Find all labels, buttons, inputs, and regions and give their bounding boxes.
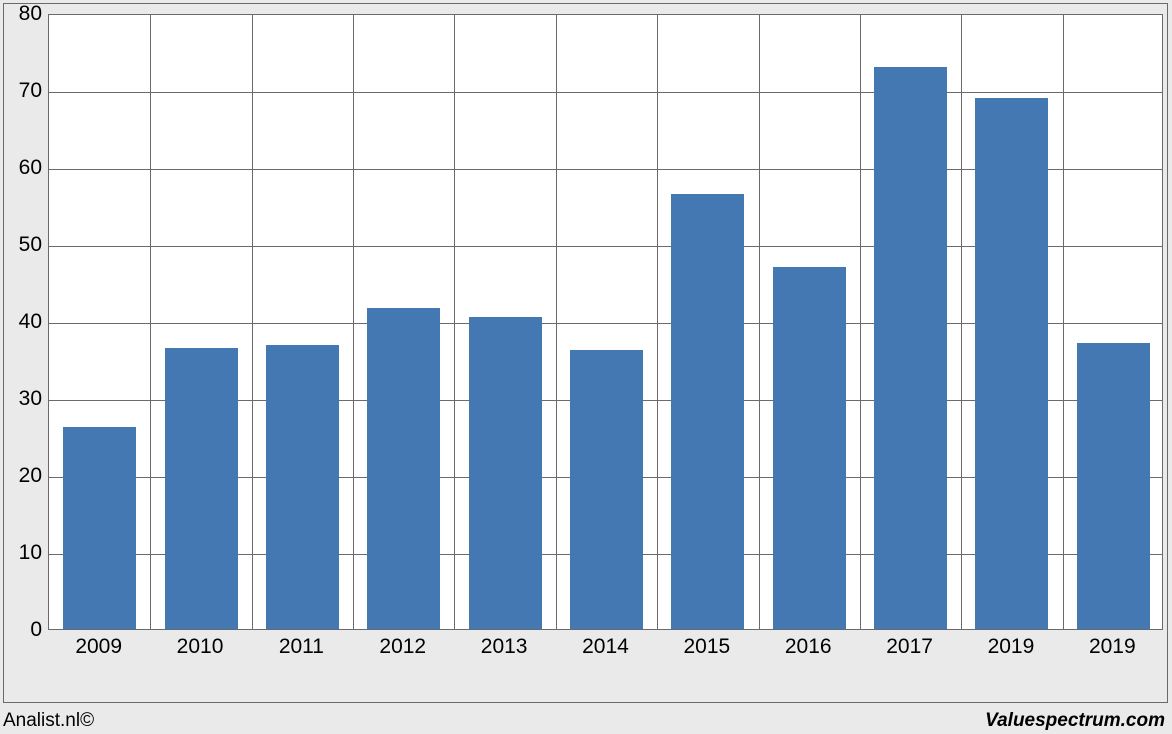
gridline-v xyxy=(759,15,760,629)
gridline-v xyxy=(353,15,354,629)
gridline-v xyxy=(961,15,962,629)
x-tick-label: 2013 xyxy=(453,635,554,659)
gridline-v xyxy=(556,15,557,629)
gridline-v xyxy=(1063,15,1064,629)
bar xyxy=(367,308,440,629)
x-tick-label: 2011 xyxy=(251,635,352,659)
bar xyxy=(469,317,542,629)
gridline-h xyxy=(49,92,1162,93)
footer-right-text: Valuespectrum.com xyxy=(985,710,1165,732)
y-tick-label: 40 xyxy=(4,310,42,334)
bar xyxy=(1077,343,1150,629)
x-tick-label: 2012 xyxy=(352,635,453,659)
y-tick-label: 0 xyxy=(4,618,42,642)
y-tick-label: 50 xyxy=(4,233,42,257)
y-tick-label: 20 xyxy=(4,464,42,488)
gridline-v xyxy=(860,15,861,629)
y-tick-label: 30 xyxy=(4,387,42,411)
y-tick-label: 10 xyxy=(4,541,42,565)
gridline-v xyxy=(252,15,253,629)
bar xyxy=(671,194,744,629)
footer-left-text: Analist.nl© xyxy=(3,710,94,732)
gridline-v xyxy=(657,15,658,629)
gridline-v xyxy=(150,15,151,629)
y-tick-label: 80 xyxy=(4,2,42,26)
x-tick-label: 2015 xyxy=(656,635,757,659)
footer: Analist.nl© Valuespectrum.com xyxy=(3,706,1169,732)
chart-frame: 0102030405060708020092010201120122013201… xyxy=(3,3,1168,703)
y-tick-label: 70 xyxy=(4,79,42,103)
x-tick-label: 2019 xyxy=(1062,635,1163,659)
x-tick-label: 2019 xyxy=(960,635,1061,659)
x-tick-label: 2017 xyxy=(859,635,960,659)
bar xyxy=(570,350,643,630)
bar xyxy=(773,267,846,629)
y-tick-label: 60 xyxy=(4,156,42,180)
x-tick-label: 2014 xyxy=(555,635,656,659)
plot-area xyxy=(48,14,1163,630)
bar xyxy=(874,67,947,629)
x-tick-label: 2009 xyxy=(48,635,149,659)
bar xyxy=(266,345,339,629)
bar xyxy=(975,98,1048,629)
bar xyxy=(63,427,136,629)
gridline-v xyxy=(454,15,455,629)
x-tick-label: 2016 xyxy=(758,635,859,659)
x-tick-label: 2010 xyxy=(149,635,250,659)
bar xyxy=(165,348,238,629)
chart-container: 0102030405060708020092010201120122013201… xyxy=(0,0,1172,734)
